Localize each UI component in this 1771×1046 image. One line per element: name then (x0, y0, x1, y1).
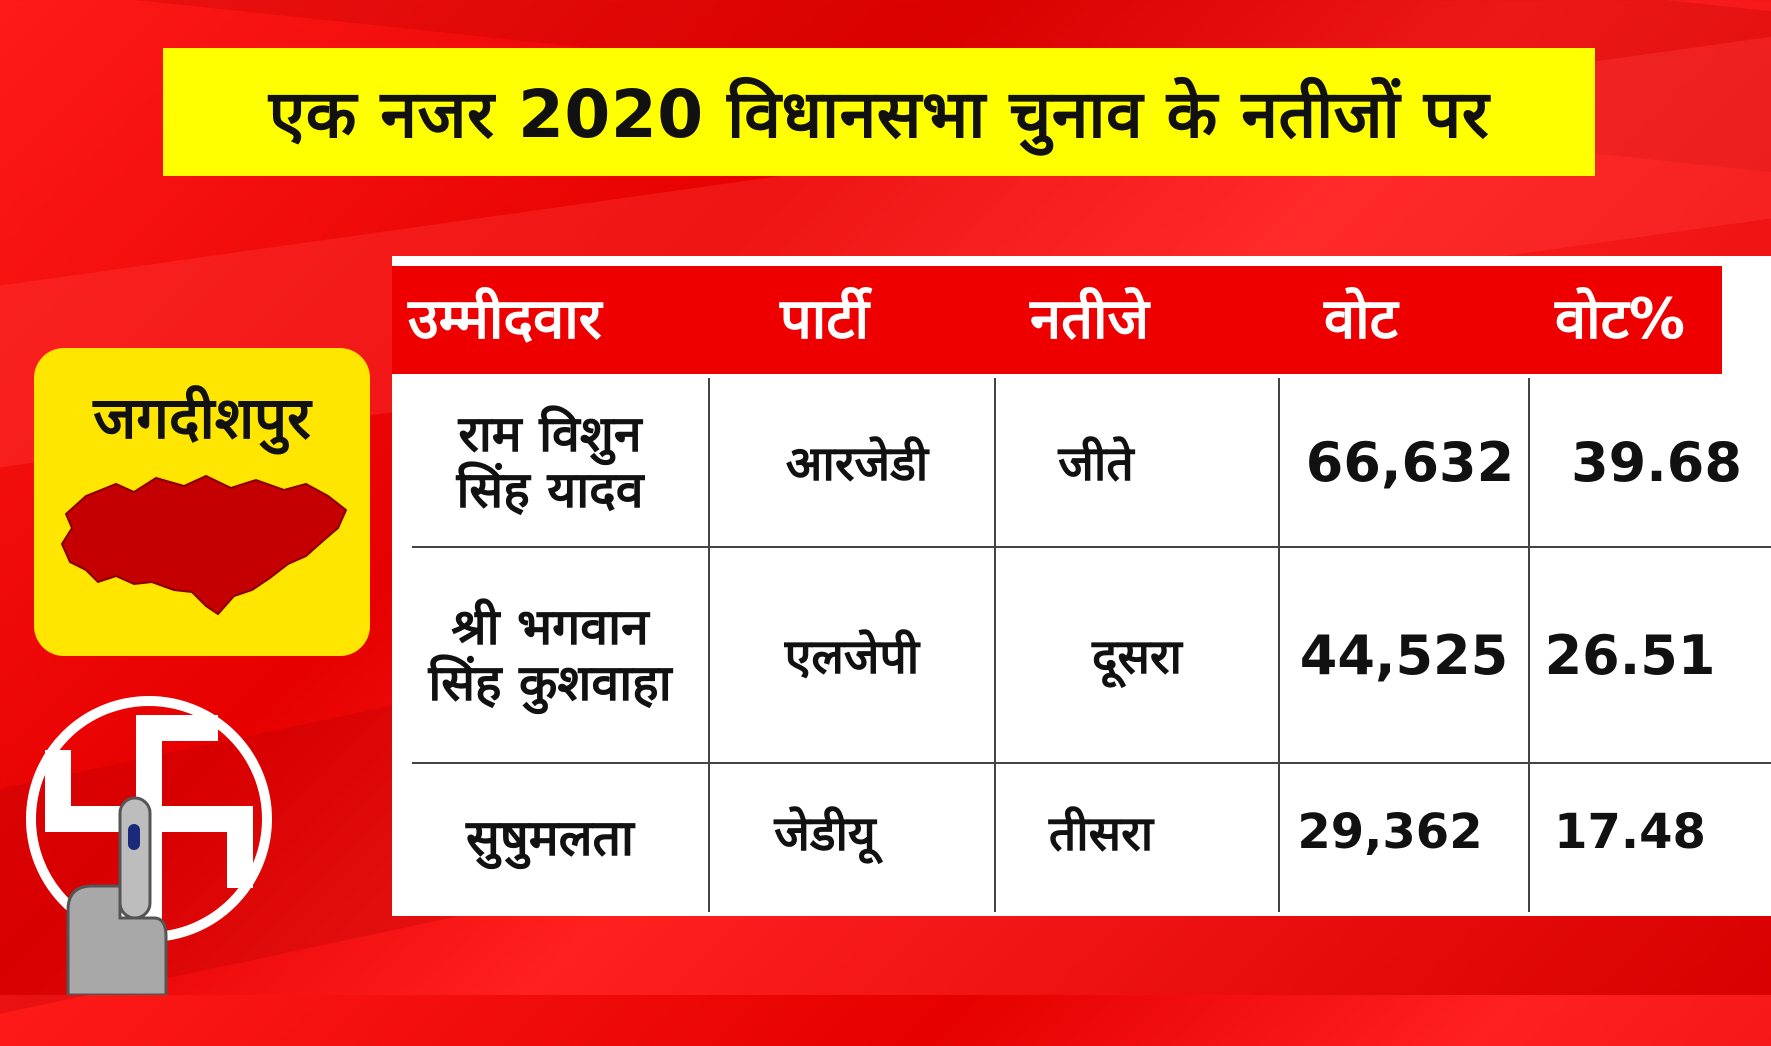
candidate-name-line: राम विशुन (458, 405, 642, 463)
table-row-2-vote-percent: 26.51 (1544, 623, 1716, 687)
header-candidate: उम्मीदवार (408, 287, 602, 352)
table-row-1-candidate: राम विशुन सिंह यादव (392, 378, 708, 546)
column-divider (708, 378, 710, 912)
header-result: नतीजे (1030, 287, 1150, 352)
column-divider (1528, 378, 1530, 912)
table-row-2-party: एलजेपी (784, 628, 920, 685)
table-row-2-result: दूसरा (1091, 628, 1182, 685)
results-table: उम्मीदवार पार्टी नतीजे वोट वोट% राम विशु… (392, 256, 1771, 916)
row-divider (412, 546, 1771, 548)
header-vote-percent: वोट% (1555, 287, 1685, 352)
table-row-3-votes: 29,362 (1297, 804, 1483, 860)
inked-finger-icon (66, 796, 168, 995)
candidate-name-line: सुषुमलता (466, 809, 634, 867)
table-row-3-vote-percent: 17.48 (1554, 804, 1706, 860)
table-row-3-party: जेडीयू (774, 805, 876, 862)
page-title: एक नजर 2020 विधानसभा चुनाव के नतीजों पर (268, 76, 1490, 153)
candidate-name-line: सिंह कुशवाहा (428, 654, 672, 712)
header-party: पार्टी (780, 287, 870, 352)
table-row-3-result: तीसरा (1048, 805, 1154, 862)
table-row-1-party: आरजेडी (785, 435, 929, 492)
candidate-name-line: श्री भगवान (451, 598, 649, 656)
table-row-1-votes: 66,632 (1305, 430, 1515, 494)
candidate-name-line: सिंह यादव (456, 461, 644, 519)
table-row-1-vote-percent: 39.68 (1571, 430, 1742, 494)
constituency-badge: जगदीशपुर (34, 348, 370, 656)
column-divider (1278, 378, 1280, 912)
row-divider (412, 762, 1771, 764)
table-row-2-candidate: श्री भगवान सिंह कुशवाहा (392, 548, 708, 762)
table-row-3-candidate: सुषुमलता (392, 764, 708, 912)
constituency-name: जगदीशपुर (93, 384, 311, 452)
table-row-1-result: जीते (1058, 435, 1134, 492)
column-divider (994, 378, 996, 912)
table-header-row: उम्मीदवार पार्टी नतीजे वोट वोट% (392, 266, 1722, 374)
header-votes: वोट (1324, 287, 1398, 352)
table-row-2-votes: 44,525 (1299, 623, 1509, 687)
title-banner: एक नजर 2020 विधानसभा चुनाव के नतीजों पर (163, 48, 1595, 176)
constituency-map-icon (60, 474, 348, 616)
